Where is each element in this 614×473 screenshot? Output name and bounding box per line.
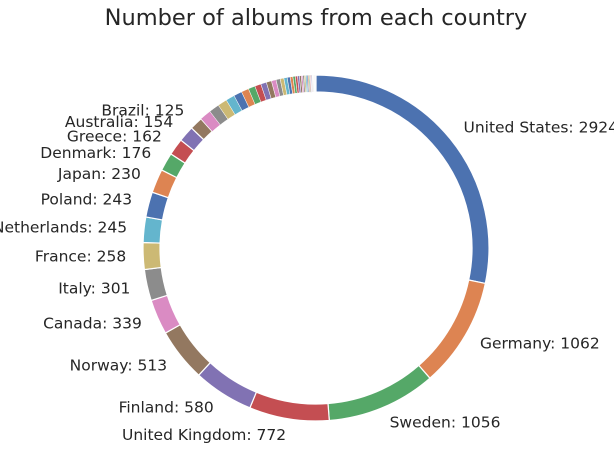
slice-italy xyxy=(143,266,169,302)
label-sweden: Sweden: 1056 xyxy=(390,414,501,432)
label-canada: Canada: 339 xyxy=(43,314,142,332)
label-united-states: United States: 2924 xyxy=(463,119,614,137)
label-italy: Italy: 301 xyxy=(58,279,130,297)
chart-title: Number of albums from each country xyxy=(105,5,528,31)
slices-group xyxy=(142,74,490,422)
label-germany: Germany: 1062 xyxy=(480,334,600,352)
slice-sweden xyxy=(327,364,431,422)
label-greece: Greece: 162 xyxy=(67,127,162,145)
labels-group: United States: 2924 Germany: 1062 Sweden: … xyxy=(0,102,614,445)
label-poland: Poland: 243 xyxy=(41,191,132,209)
label-united-kingdom: United Kingdom: 772 xyxy=(122,426,286,444)
label-brazil: Brazil: 125 xyxy=(101,102,184,120)
slice-united-kingdom xyxy=(249,391,330,422)
slice-united-states xyxy=(315,74,490,285)
label-finland: Finland: 580 xyxy=(119,399,214,417)
slice-france xyxy=(142,241,162,271)
label-netherlands: Netherlands: 245 xyxy=(0,218,127,236)
label-france: France: 258 xyxy=(35,247,126,265)
slice-canada xyxy=(150,294,181,334)
slice-norway xyxy=(164,323,212,377)
label-norway: Norway: 513 xyxy=(70,356,167,374)
slice-netherlands xyxy=(142,216,164,244)
label-denmark: Denmark: 176 xyxy=(40,144,151,162)
label-australia: Australia: 154 xyxy=(65,113,173,131)
label-japan: Japan: 230 xyxy=(57,165,141,183)
slice-germany xyxy=(417,279,487,380)
